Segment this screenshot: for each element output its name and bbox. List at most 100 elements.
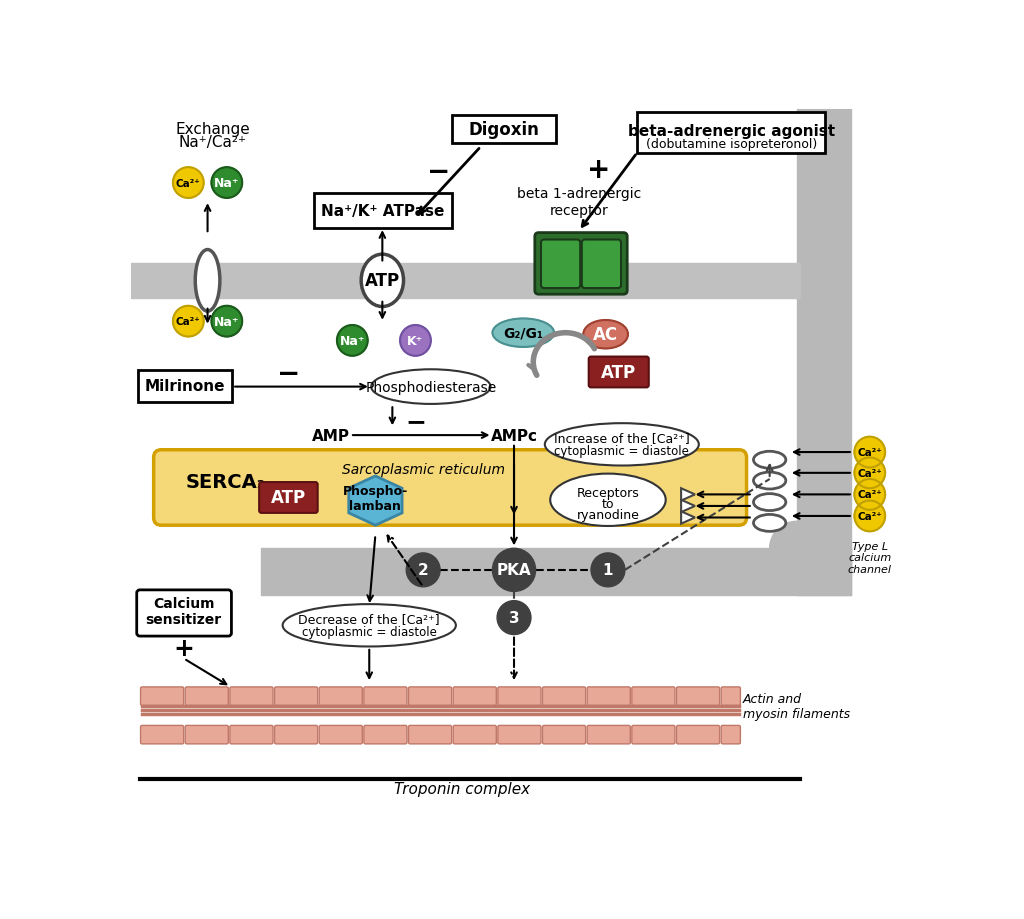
- Ellipse shape: [283, 605, 456, 647]
- Text: 3: 3: [509, 610, 519, 626]
- FancyBboxPatch shape: [587, 726, 631, 744]
- Text: AC: AC: [593, 326, 618, 344]
- Ellipse shape: [754, 515, 785, 532]
- FancyBboxPatch shape: [637, 113, 825, 154]
- FancyBboxPatch shape: [535, 233, 628, 295]
- Text: Decrease of the [Ca²⁺]: Decrease of the [Ca²⁺]: [298, 612, 440, 625]
- FancyBboxPatch shape: [541, 240, 581, 289]
- FancyBboxPatch shape: [632, 687, 675, 706]
- Circle shape: [400, 325, 431, 357]
- FancyBboxPatch shape: [632, 726, 675, 744]
- FancyBboxPatch shape: [454, 687, 497, 706]
- FancyBboxPatch shape: [721, 726, 740, 744]
- Text: Ca²⁺: Ca²⁺: [857, 469, 882, 478]
- FancyBboxPatch shape: [154, 450, 746, 526]
- FancyBboxPatch shape: [137, 590, 231, 636]
- FancyBboxPatch shape: [677, 687, 720, 706]
- FancyBboxPatch shape: [543, 687, 586, 706]
- Polygon shape: [681, 512, 695, 524]
- Circle shape: [854, 480, 885, 510]
- Text: Ca²⁺: Ca²⁺: [857, 490, 882, 500]
- Text: PKA: PKA: [497, 562, 531, 578]
- Text: beta 1-adrenergic
receptor: beta 1-adrenergic receptor: [516, 187, 641, 218]
- Text: Na⁺/Ca²⁺: Na⁺/Ca²⁺: [179, 135, 247, 150]
- Text: AMP: AMP: [311, 428, 350, 443]
- Text: Receptors: Receptors: [577, 487, 639, 500]
- Circle shape: [497, 601, 531, 635]
- Ellipse shape: [584, 321, 628, 349]
- FancyBboxPatch shape: [140, 726, 183, 744]
- Polygon shape: [681, 489, 695, 501]
- Circle shape: [337, 325, 368, 357]
- Text: Na⁺: Na⁺: [214, 176, 240, 190]
- Text: Milrinone: Milrinone: [145, 379, 225, 394]
- FancyBboxPatch shape: [230, 687, 273, 706]
- Text: ryanodine: ryanodine: [577, 508, 639, 521]
- FancyBboxPatch shape: [140, 687, 183, 706]
- Text: to: to: [602, 497, 614, 511]
- Text: Exchange: Exchange: [175, 122, 250, 137]
- FancyBboxPatch shape: [319, 687, 362, 706]
- Ellipse shape: [196, 250, 220, 312]
- FancyBboxPatch shape: [409, 687, 452, 706]
- Text: Ca²⁺: Ca²⁺: [857, 511, 882, 521]
- Text: Calcium
sensitizer: Calcium sensitizer: [145, 596, 222, 626]
- FancyBboxPatch shape: [364, 726, 407, 744]
- FancyBboxPatch shape: [543, 726, 586, 744]
- Ellipse shape: [754, 452, 785, 469]
- Circle shape: [854, 437, 885, 468]
- FancyBboxPatch shape: [364, 687, 407, 706]
- Text: Na⁺: Na⁺: [340, 335, 366, 347]
- Ellipse shape: [550, 474, 666, 527]
- FancyBboxPatch shape: [589, 357, 649, 388]
- Text: −: −: [404, 410, 426, 434]
- Text: 1: 1: [603, 562, 613, 578]
- Text: SERCA₂ₐ: SERCA₂ₐ: [186, 472, 275, 492]
- Text: cytoplasmic = diastole: cytoplasmic = diastole: [554, 445, 689, 458]
- Text: Sarcoplasmic reticulum: Sarcoplasmic reticulum: [342, 462, 505, 476]
- FancyBboxPatch shape: [453, 116, 556, 144]
- Ellipse shape: [493, 319, 554, 347]
- FancyBboxPatch shape: [721, 687, 740, 706]
- Text: PKA: PKA: [513, 558, 515, 560]
- Circle shape: [173, 306, 204, 337]
- Bar: [797, 549, 851, 595]
- Ellipse shape: [371, 369, 490, 404]
- Text: +: +: [173, 637, 195, 661]
- Text: ATP: ATP: [601, 364, 636, 381]
- FancyBboxPatch shape: [259, 482, 317, 514]
- FancyBboxPatch shape: [274, 687, 317, 706]
- Text: Type L
calcium
channel: Type L calcium channel: [848, 541, 892, 574]
- Text: Increase of the [Ca²⁺]: Increase of the [Ca²⁺]: [554, 431, 690, 445]
- Text: beta-adrenergic agonist: beta-adrenergic agonist: [628, 123, 835, 139]
- Text: AMPc: AMPc: [490, 428, 538, 443]
- Text: K⁺: K⁺: [408, 335, 424, 347]
- Text: Na⁺/K⁺ ATPase: Na⁺/K⁺ ATPase: [321, 203, 444, 219]
- Text: G₂/G₁: G₂/G₁: [503, 326, 544, 340]
- Text: Phosphodiesterase: Phosphodiesterase: [366, 380, 497, 394]
- FancyBboxPatch shape: [498, 687, 541, 706]
- Text: −: −: [427, 158, 451, 186]
- FancyBboxPatch shape: [185, 726, 228, 744]
- Text: 2: 2: [418, 562, 428, 578]
- Text: (dobutamine isopreteronol): (dobutamine isopreteronol): [645, 138, 817, 151]
- Text: Digoxin: Digoxin: [469, 120, 540, 139]
- FancyBboxPatch shape: [498, 726, 541, 744]
- Text: Ca²⁺: Ca²⁺: [857, 448, 882, 458]
- Circle shape: [173, 168, 204, 199]
- Circle shape: [591, 553, 625, 587]
- Text: Troponin complex: Troponin complex: [393, 781, 529, 796]
- Ellipse shape: [361, 255, 403, 307]
- Text: ATP: ATP: [365, 272, 400, 290]
- FancyBboxPatch shape: [274, 726, 317, 744]
- Polygon shape: [681, 500, 695, 513]
- FancyBboxPatch shape: [319, 726, 362, 744]
- Text: Na⁺: Na⁺: [214, 315, 240, 328]
- Ellipse shape: [545, 424, 698, 466]
- Circle shape: [854, 501, 885, 532]
- FancyBboxPatch shape: [230, 726, 273, 744]
- Ellipse shape: [754, 472, 785, 490]
- Circle shape: [407, 553, 440, 587]
- Circle shape: [211, 168, 243, 199]
- Text: ATP: ATP: [270, 489, 306, 507]
